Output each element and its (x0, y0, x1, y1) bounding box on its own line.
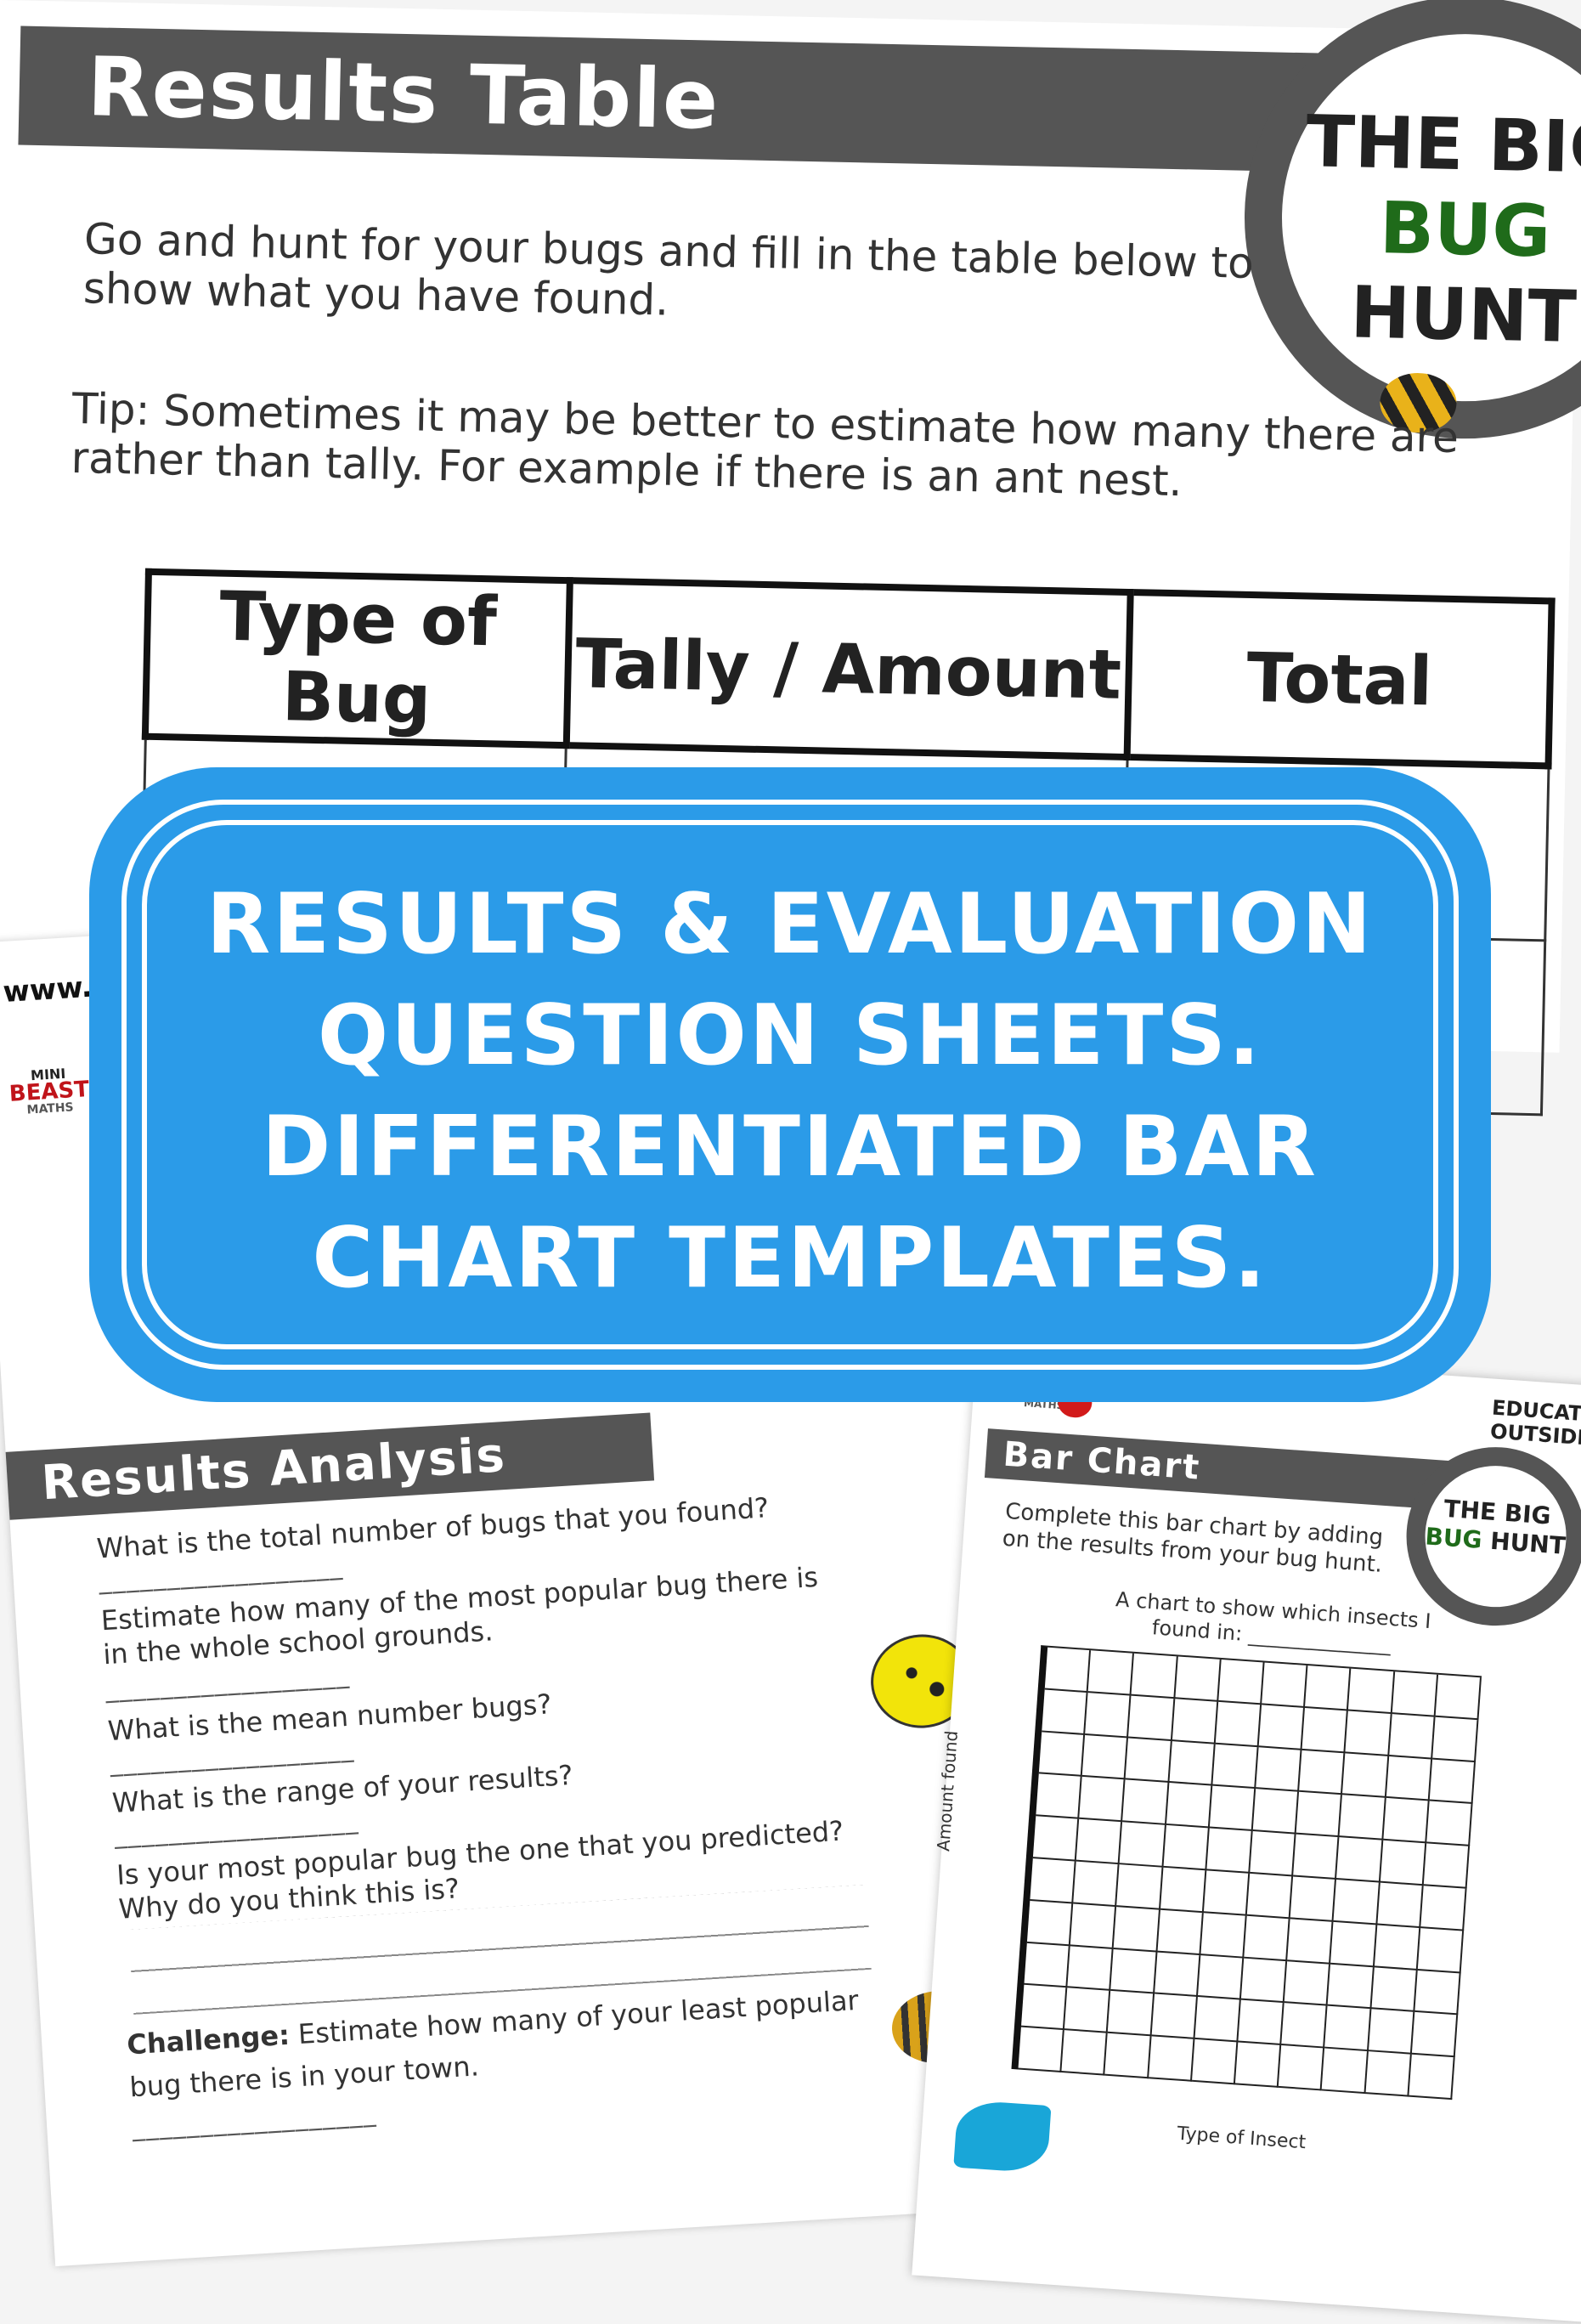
logo-line1: THE BIG (1305, 99, 1581, 190)
butterfly-icon (953, 2099, 1052, 2174)
table-header-row: Type of Bug Tally / Amount Total (144, 571, 1552, 766)
banner-inner-ring (142, 820, 1438, 1349)
logo-bug: BUG (1424, 1522, 1483, 1554)
educate-outside-logo: EDUCATE OUTSIDE (1489, 1395, 1581, 1450)
header-tally: Tally / Amount (566, 580, 1132, 757)
page-title: Results Table (18, 25, 1347, 173)
banner-text: RESULTS & EVALUATION QUESTION SHEETS. DI… (89, 869, 1491, 1315)
banner-line: QUESTION SHEETS. (317, 987, 1263, 1084)
header-type: Type of Bug (144, 571, 570, 746)
promo-banner: RESULTS & EVALUATION QUESTION SHEETS. DI… (89, 767, 1491, 1402)
banner-line: DIFFERENTIATED BAR (262, 1099, 1318, 1196)
header-total: Total (1127, 592, 1552, 766)
bar-chart-grid[interactable] (1011, 1645, 1482, 2101)
logo-hunt: HUNT (1489, 1526, 1567, 1560)
logo-hunt: HUNT (1349, 270, 1578, 359)
x-axis-label: Type of Insect (1176, 2123, 1307, 2154)
logo-bug: BUG (1379, 186, 1552, 274)
logo-line2: BUG HUNT (1279, 184, 1581, 361)
banner-line: CHART TEMPLATES. (312, 1210, 1268, 1307)
challenge-label: Challenge: (126, 2018, 291, 2061)
chart-caption[interactable]: A chart to show which insects I found in… (1115, 1587, 1432, 1656)
intro-text: Go and hunt for your bugs and fill in th… (82, 214, 1255, 325)
banner-outer-ring (121, 800, 1459, 1370)
bar-chart-page: EDUCATE OUTSIDE MATHS Bar Chart THE BIG … (912, 1343, 1581, 2324)
mini-beast-maths-logo: MINI BEAST MATHS (8, 1064, 91, 1120)
instructions: Complete this bar chart by adding on the… (1001, 1498, 1385, 1578)
banner-line: RESULTS & EVALUATION (206, 876, 1375, 973)
